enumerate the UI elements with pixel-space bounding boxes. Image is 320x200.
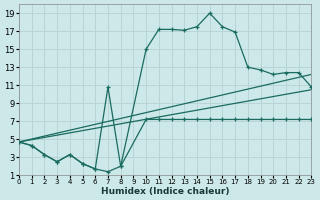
X-axis label: Humidex (Indice chaleur): Humidex (Indice chaleur) (101, 187, 229, 196)
